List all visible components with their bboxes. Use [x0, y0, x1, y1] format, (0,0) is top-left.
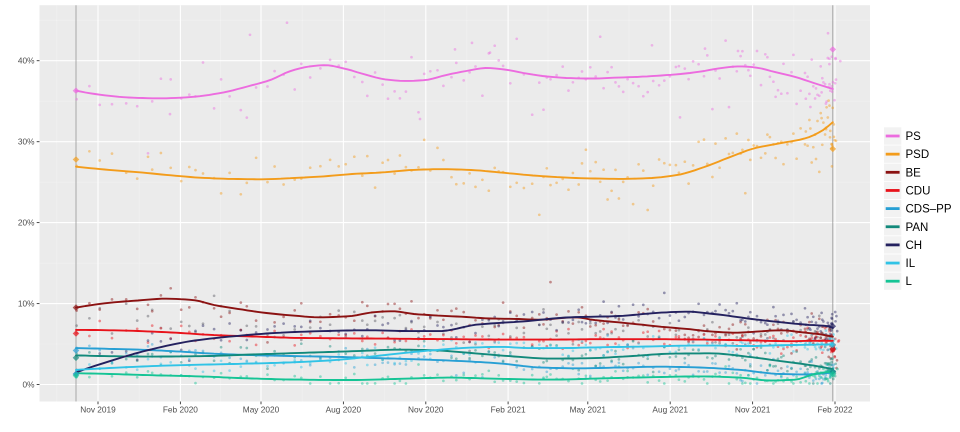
svg-text:PAN: PAN	[906, 222, 929, 234]
svg-text:0%: 0%	[23, 380, 36, 390]
svg-text:PS: PS	[906, 131, 922, 143]
svg-text:Feb 2022: Feb 2022	[817, 405, 852, 415]
svg-text:L: L	[906, 276, 913, 288]
svg-text:CDU: CDU	[906, 185, 931, 197]
svg-text:10%: 10%	[18, 299, 35, 309]
svg-text:CH: CH	[906, 240, 923, 252]
svg-text:Feb 2020: Feb 2020	[163, 405, 198, 415]
svg-text:Nov 2020: Nov 2020	[408, 405, 444, 415]
svg-text:Aug 2021: Aug 2021	[652, 405, 688, 415]
svg-text:PSD: PSD	[906, 149, 930, 161]
svg-text:20%: 20%	[18, 218, 35, 228]
svg-text:BE: BE	[906, 167, 922, 179]
svg-text:Nov 2019: Nov 2019	[80, 405, 116, 415]
svg-text:May 2021: May 2021	[570, 405, 607, 415]
svg-text:Aug 2020: Aug 2020	[326, 405, 362, 415]
svg-text:IL: IL	[906, 258, 916, 270]
svg-text:40%: 40%	[18, 56, 35, 66]
svg-text:May 2020: May 2020	[243, 405, 280, 415]
svg-text:CDS–PP: CDS–PP	[906, 204, 952, 216]
svg-text:30%: 30%	[18, 137, 35, 147]
svg-text:Nov 2021: Nov 2021	[735, 405, 771, 415]
svg-text:Feb 2021: Feb 2021	[491, 405, 526, 415]
